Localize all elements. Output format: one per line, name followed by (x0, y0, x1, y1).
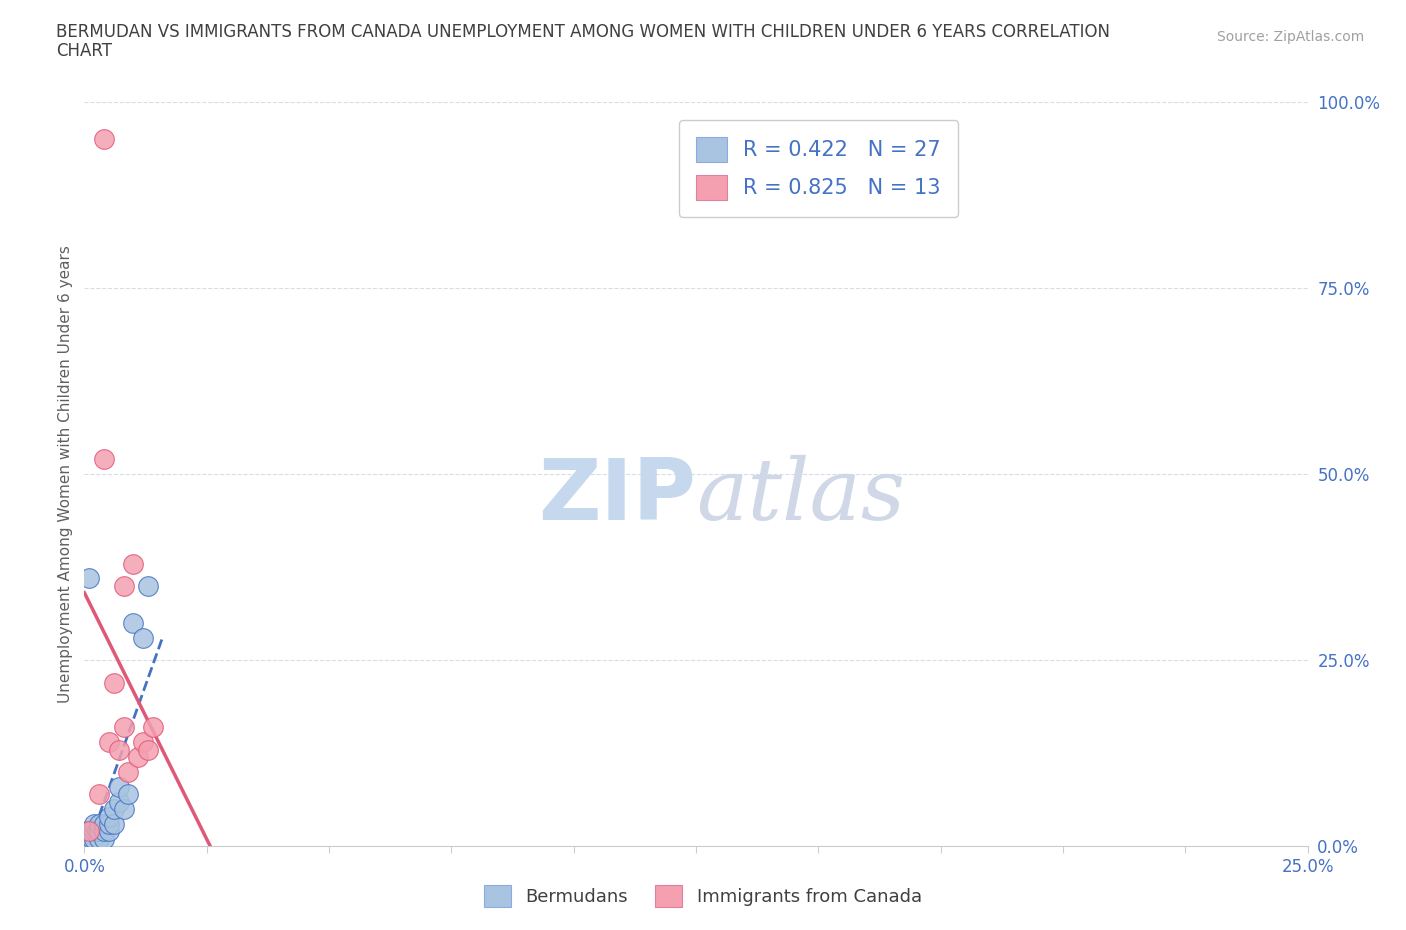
Legend: Bermudans, Immigrants from Canada: Bermudans, Immigrants from Canada (475, 876, 931, 916)
Point (103, 817, 125, 831)
Point (107, 742, 129, 757)
Point (77, 571, 100, 586)
Point (97, 824, 120, 839)
Legend: R = 0.422   N = 27, R = 0.825   N = 13: R = 0.422 N = 27, R = 0.825 N = 13 (679, 120, 957, 217)
Point (93, 824, 115, 839)
Point (97, 735, 120, 750)
Point (132, 735, 155, 750)
Point (136, 578, 159, 593)
Text: BERMUDAN VS IMMIGRANTS FROM CANADA UNEMPLOYMENT AMONG WOMEN WITH CHILDREN UNDER : BERMUDAN VS IMMIGRANTS FROM CANADA UNEMP… (56, 23, 1111, 41)
Point (97, 817, 120, 831)
Point (87, 817, 110, 831)
Point (122, 556, 145, 571)
Point (93, 831, 115, 846)
Point (87, 831, 110, 846)
Text: atlas: atlas (696, 456, 905, 538)
Point (117, 764, 139, 779)
Point (127, 750, 149, 764)
Point (103, 802, 125, 817)
Point (80, 831, 103, 846)
Point (77, 831, 100, 846)
Point (103, 675, 125, 690)
Point (93, 817, 115, 831)
Point (112, 720, 135, 735)
Point (83, 824, 105, 839)
Point (77, 824, 100, 839)
Point (83, 817, 105, 831)
Point (107, 779, 129, 794)
Point (132, 631, 155, 645)
Point (87, 787, 110, 802)
Point (97, 809, 120, 824)
Text: Source: ZipAtlas.com: Source: ZipAtlas.com (1216, 30, 1364, 44)
Point (87, 824, 110, 839)
Point (93, 132, 115, 147)
Point (112, 802, 135, 817)
Point (136, 742, 159, 757)
Point (76, 824, 98, 839)
Point (77, 824, 100, 839)
Text: ZIP: ZIP (538, 455, 696, 538)
Point (112, 578, 135, 593)
Point (117, 787, 139, 802)
Point (86, 824, 108, 839)
Point (83, 831, 105, 846)
Text: CHART: CHART (56, 42, 112, 60)
Point (87, 824, 110, 839)
Point (122, 616, 145, 631)
Point (93, 452, 115, 467)
Y-axis label: Unemployment Among Women with Children Under 6 years: Unemployment Among Women with Children U… (58, 246, 73, 703)
Point (107, 794, 129, 809)
Point (142, 720, 165, 735)
